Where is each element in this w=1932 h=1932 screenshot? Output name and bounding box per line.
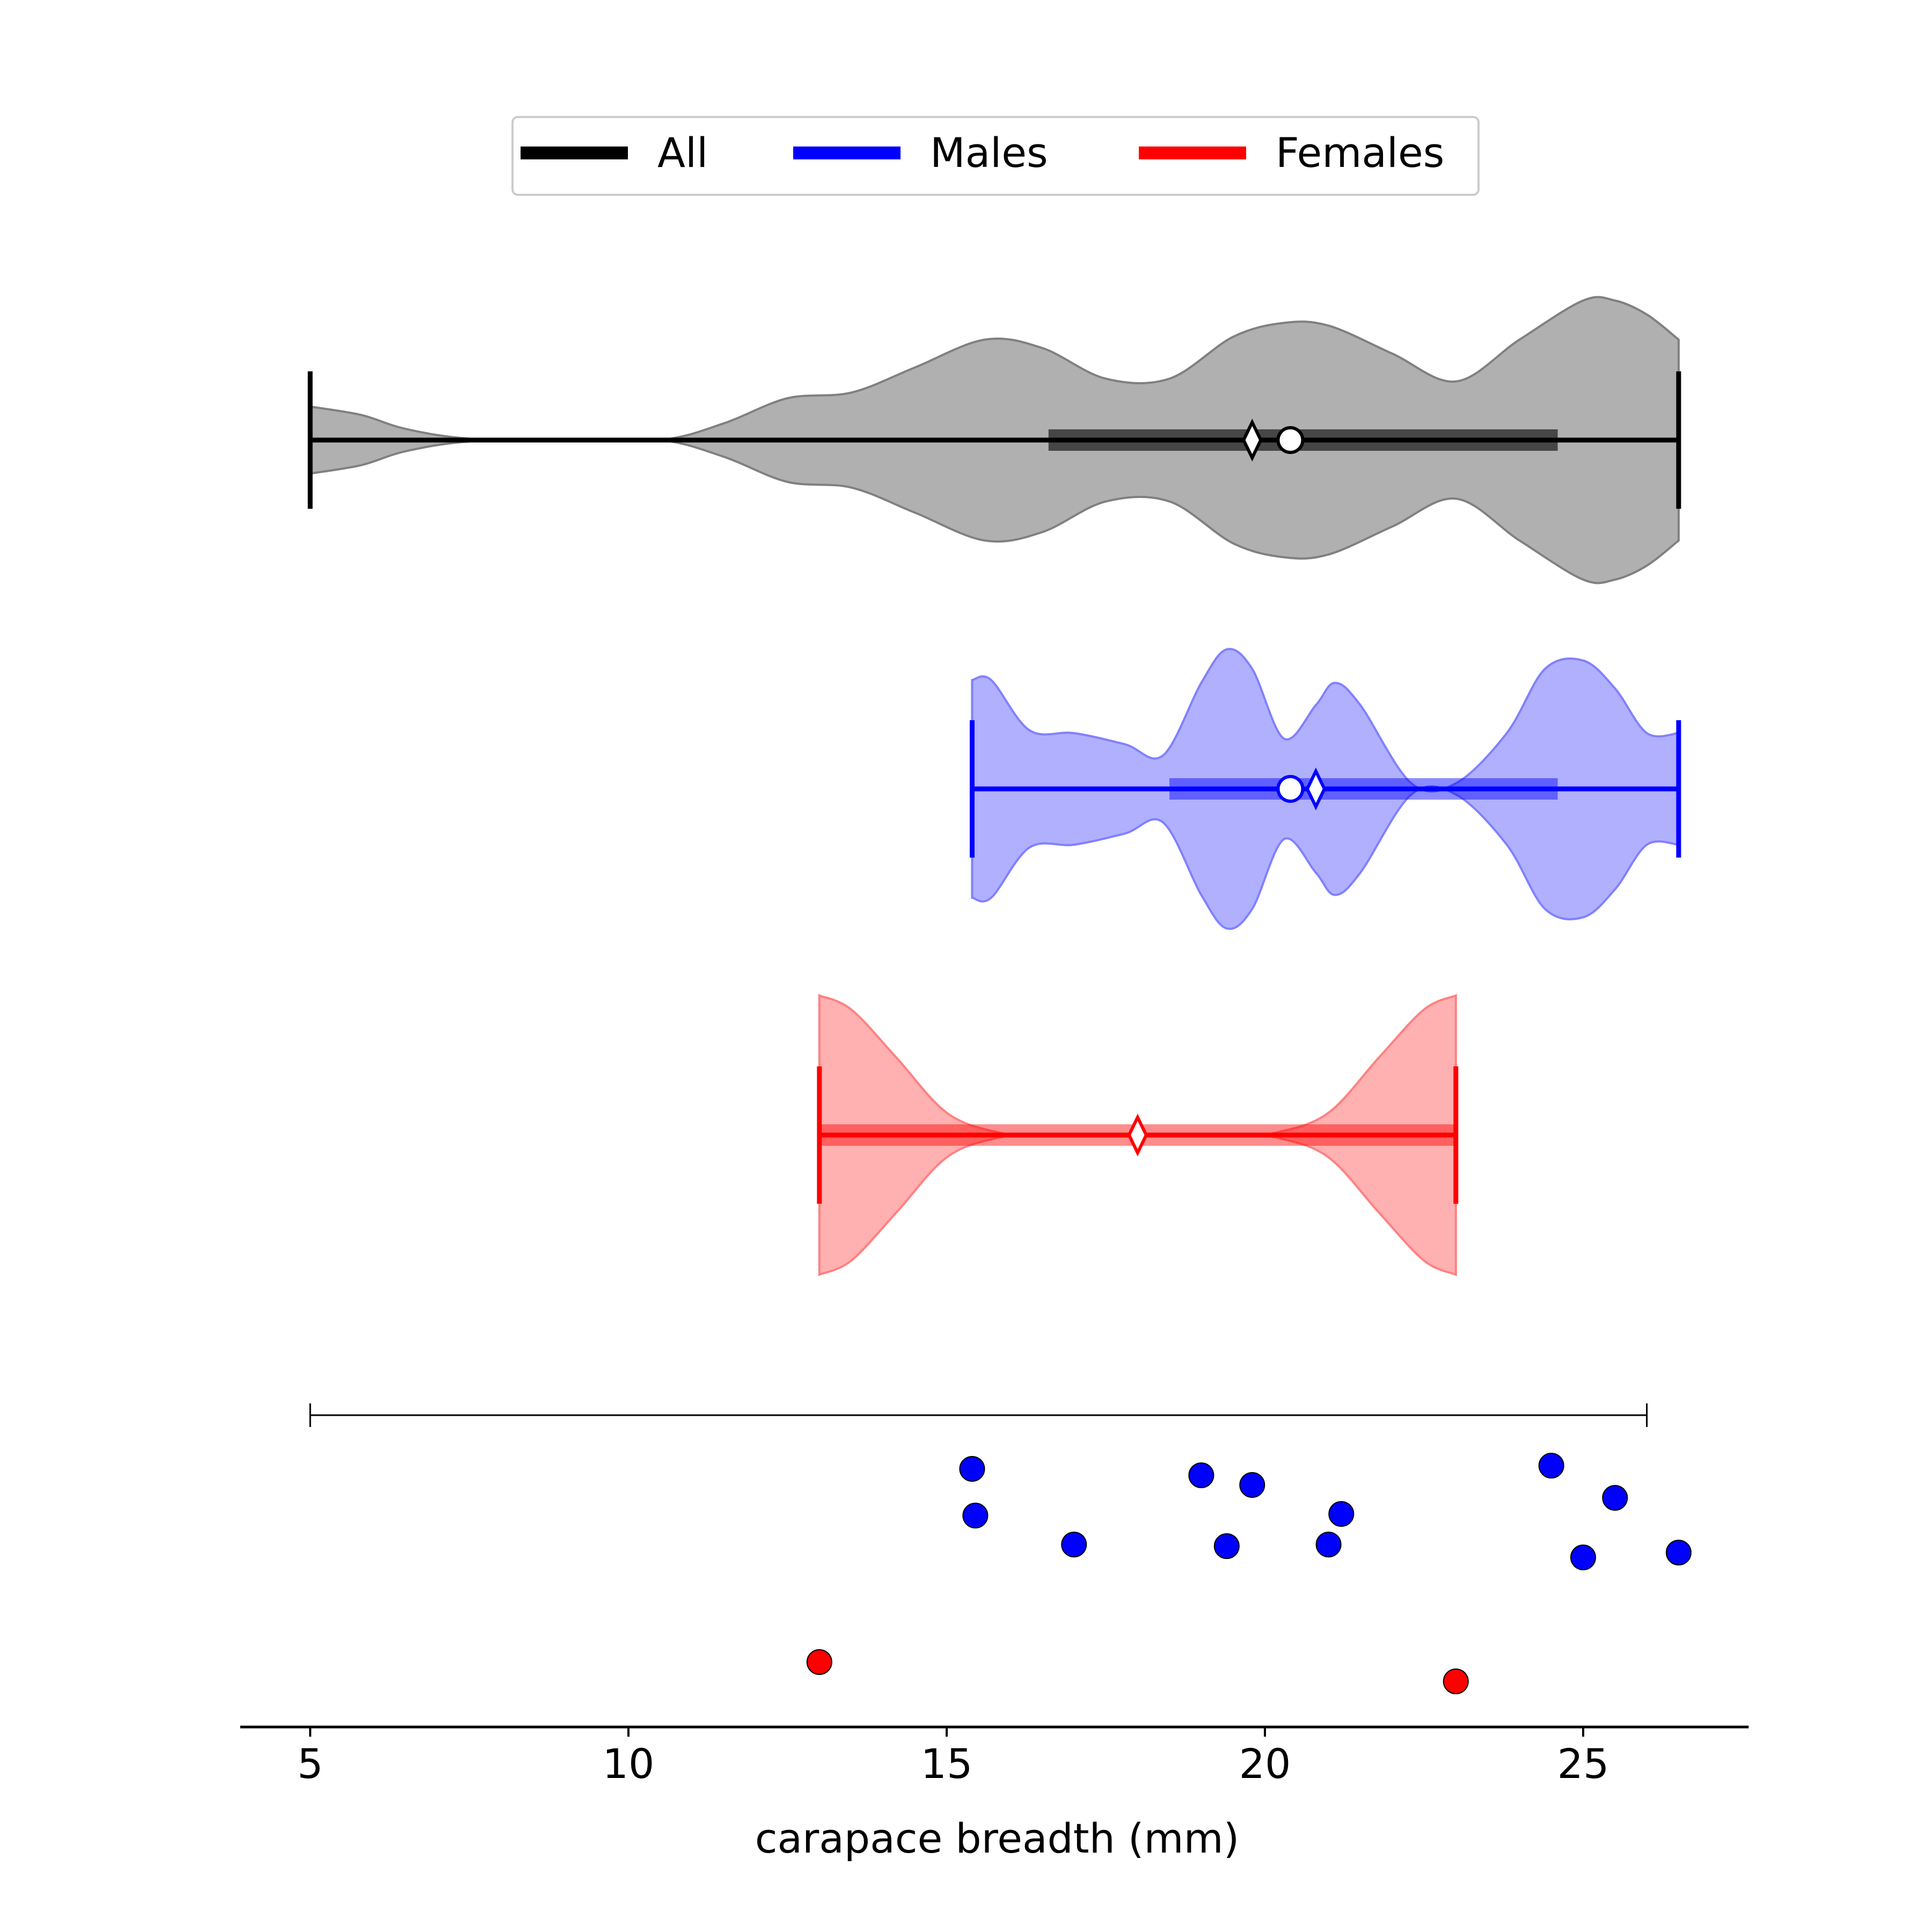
data-point-males xyxy=(1239,1472,1265,1498)
data-point-females xyxy=(1443,1668,1469,1694)
x-tick-label: 10 xyxy=(603,1740,655,1788)
x-tick-label: 5 xyxy=(297,1740,323,1788)
median-marker xyxy=(1276,426,1305,454)
x-axis-label: carapace breadth (mm) xyxy=(755,1814,1240,1862)
data-point-males xyxy=(1188,1462,1214,1488)
legend: All Males Females xyxy=(511,116,1480,196)
x-tick-label: 20 xyxy=(1239,1740,1291,1788)
data-point-males xyxy=(1328,1501,1355,1527)
data-point-males xyxy=(1602,1485,1628,1511)
data-point-males xyxy=(1665,1540,1692,1565)
data-point-males xyxy=(1570,1545,1596,1570)
x-axis: 5 10 15 20 25 xyxy=(240,1725,1749,1788)
violins-layer xyxy=(308,296,1681,1277)
data-point-males xyxy=(1315,1532,1342,1557)
legend-box xyxy=(511,116,1480,196)
legend-label-males: Males xyxy=(930,129,1048,177)
x-tick-label: 15 xyxy=(921,1740,973,1788)
violin-females xyxy=(817,993,1459,1277)
violin-males xyxy=(969,648,1681,930)
data-point-males xyxy=(959,1456,985,1482)
median-marker xyxy=(1276,775,1305,803)
x-tick-label: 25 xyxy=(1557,1740,1609,1788)
data-point-males xyxy=(1061,1532,1087,1557)
mean-marker xyxy=(1305,767,1327,810)
data-point-males xyxy=(1213,1533,1240,1559)
data-point-males xyxy=(962,1503,989,1528)
data-point-males xyxy=(1538,1453,1564,1479)
legend-label-females: Females xyxy=(1276,129,1444,177)
data-point-females xyxy=(806,1649,832,1675)
range-bar-layer xyxy=(309,1403,1648,1427)
points-layer xyxy=(806,1453,1692,1694)
violin-all xyxy=(308,296,1681,584)
mean-marker xyxy=(1241,419,1263,462)
mean-marker xyxy=(1127,1114,1148,1157)
legend-label-all: All xyxy=(657,129,708,177)
